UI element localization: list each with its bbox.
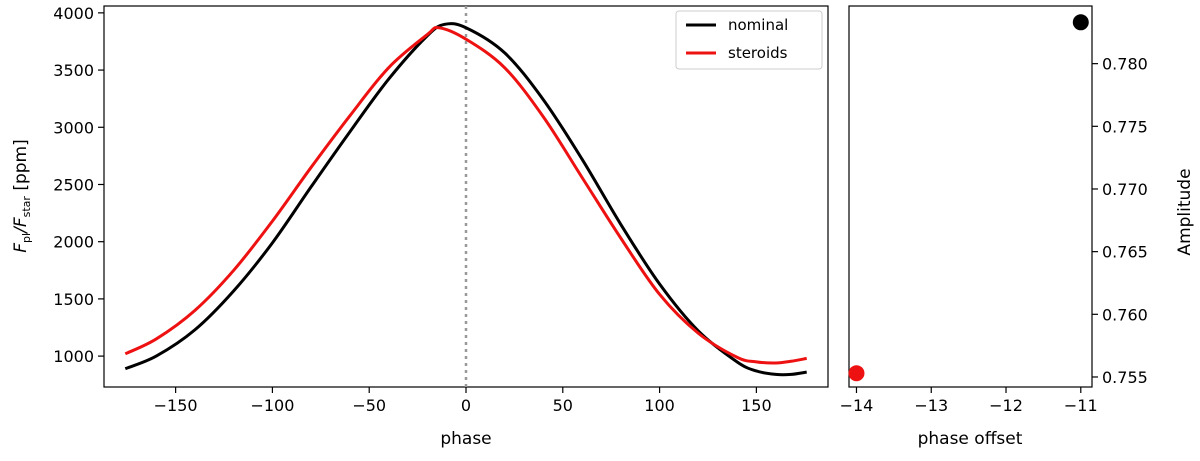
phase-curve-plot: −150 −100 −50 0 50 100 150 1000 1500 2000 2500 300… [11,4,829,449]
legend: nominal steroids [675,10,823,70]
left-x-tick-label: −50 [352,396,386,415]
left-x-tick-label: 0 [461,396,471,415]
y-label-unit: [ppm] [11,139,31,196]
right-x-tick-label: −14 [840,396,874,415]
right-y-tick-label: 0.780 [1102,55,1148,74]
right-x-tick-label: −12 [989,396,1023,415]
right-y-tick-label: 0.775 [1102,117,1148,136]
left-y-tick-label: 1000 [53,347,94,366]
right-y-ticks: 0.755 0.760 0.765 0.770 0.775 0.780 [1092,55,1148,387]
left-y-tick-label: 4000 [53,4,94,23]
right-y-tick-label: 0.765 [1102,243,1148,262]
point-steroids [848,365,865,382]
legend-label-steroids: steroids [728,44,788,62]
right-y-axis-label: Amplitude [1175,168,1195,255]
left-y-tick-label: 2000 [53,233,94,252]
y-label-sub-star: star [20,196,33,218]
left-y-tick-label: 3000 [53,118,94,137]
right-points-group [848,14,1089,382]
right-x-tick-label: −13 [914,396,948,415]
series-line-nominal [124,22,807,377]
amplitude-offset-plot: −14 −13 −12 −11 0.7550.7600.7650.7700.7750.… [840,5,1195,449]
right-x-ticks: −14 −13 −12 −11 [840,387,1098,415]
right-plot-frame [848,5,1093,388]
left-series-group [124,22,807,377]
left-x-tick-label: 100 [644,396,675,415]
left-x-tick-label: −100 [250,396,294,415]
left-x-axis-label: phase [440,429,491,449]
series-line-steroids [124,26,807,365]
left-x-tick-label: 150 [741,396,772,415]
right-y-tick-label: 0.770 [1102,180,1148,199]
right-x-tick-label: −11 [1064,396,1098,415]
left-y-tick-label: 2500 [53,175,94,194]
point-nominal [1072,14,1089,31]
right-y-tick-label: 0.755 [1102,368,1148,387]
y-label-sub-pl: pl [20,233,33,243]
left-x-tick-label: 50 [553,396,573,415]
left-y-tick-label: 3500 [53,61,94,80]
left-y-ticks: 1000 1500 2000 2500 3000 3500 4000 [53,4,104,366]
y-label-slash-f: /F [11,217,31,235]
legend-label-nominal: nominal [728,16,788,34]
right-x-axis-label: phase offset [918,429,1023,449]
left-x-ticks: −150 −100 −50 0 50 100 150 [154,387,772,415]
left-y-axis-label: Fpl/Fstar [ppm] [11,139,33,252]
y-label-f: F [11,243,31,253]
right-y-tick-label: 0.760 [1102,305,1148,324]
left-y-tick-label: 1500 [53,290,94,309]
left-x-tick-label: −150 [154,396,198,415]
